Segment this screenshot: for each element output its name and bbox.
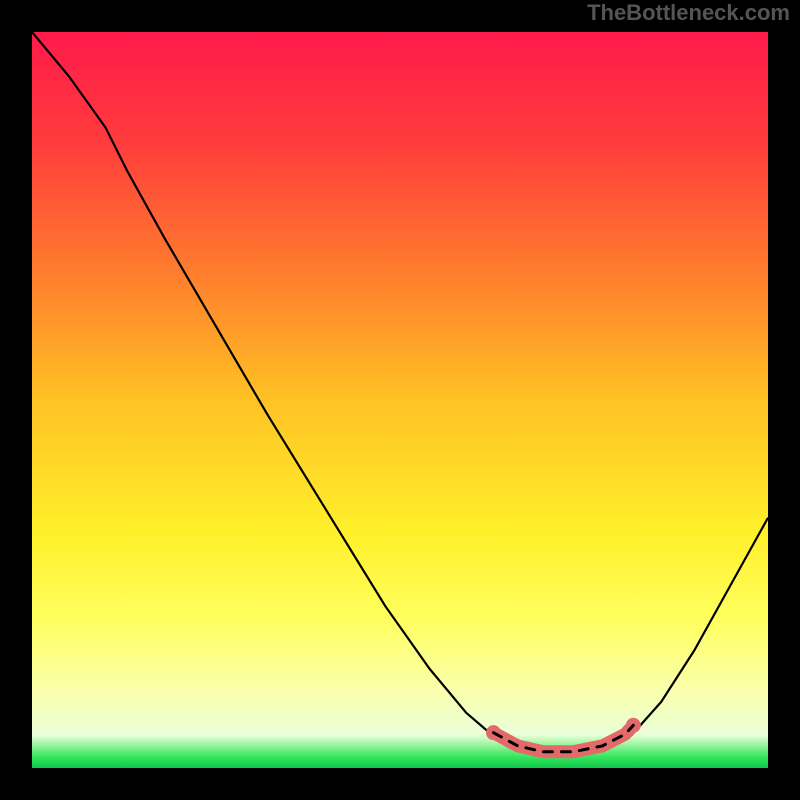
- chart-root: TheBottleneck.com: [0, 0, 800, 800]
- plot-background: [32, 32, 768, 768]
- bottleneck-curve-chart: [0, 0, 800, 800]
- watermark-text: TheBottleneck.com: [587, 0, 790, 26]
